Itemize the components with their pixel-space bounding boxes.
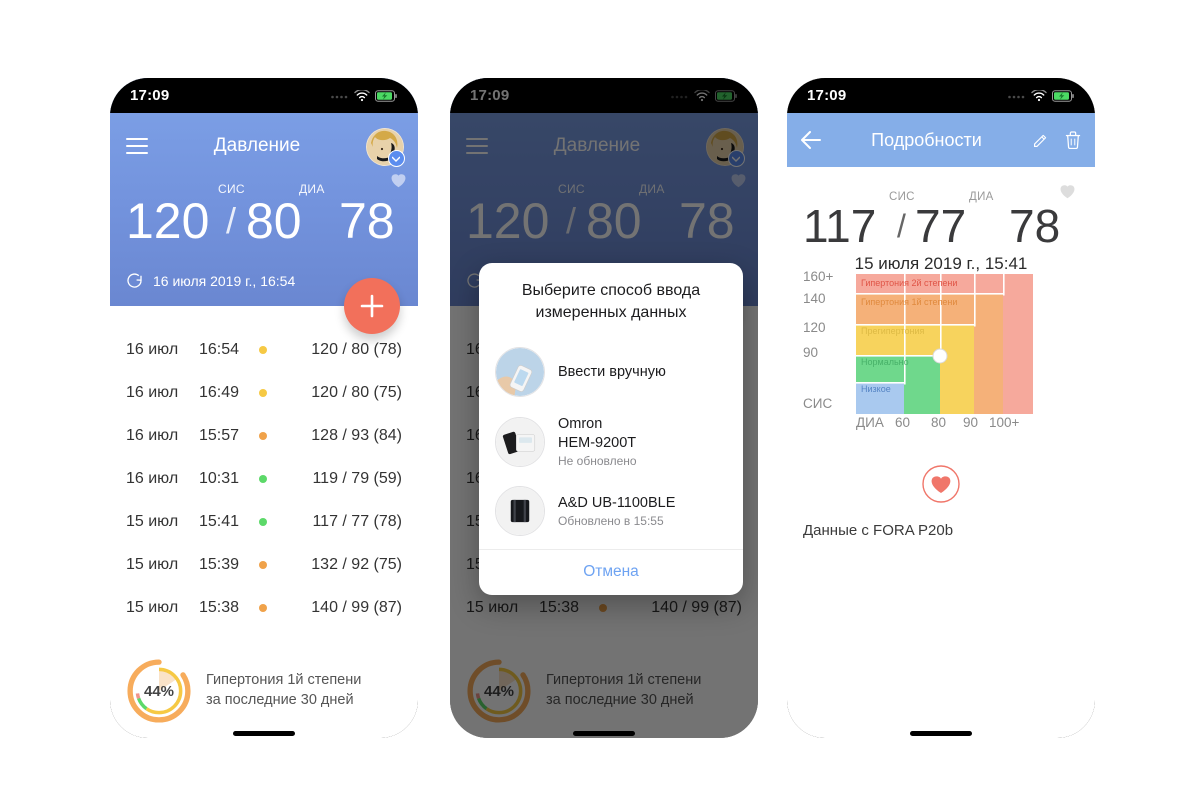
svg-text:Гипертония 1й степени: Гипертония 1й степени — [861, 297, 957, 307]
svg-text:Нормально: Нормально — [861, 357, 909, 367]
svg-text:Прегипертония: Прегипертония — [861, 326, 925, 336]
svg-text:Низкое: Низкое — [861, 384, 891, 394]
svg-text:Гипертония 2й степени: Гипертония 2й степени — [861, 278, 957, 288]
